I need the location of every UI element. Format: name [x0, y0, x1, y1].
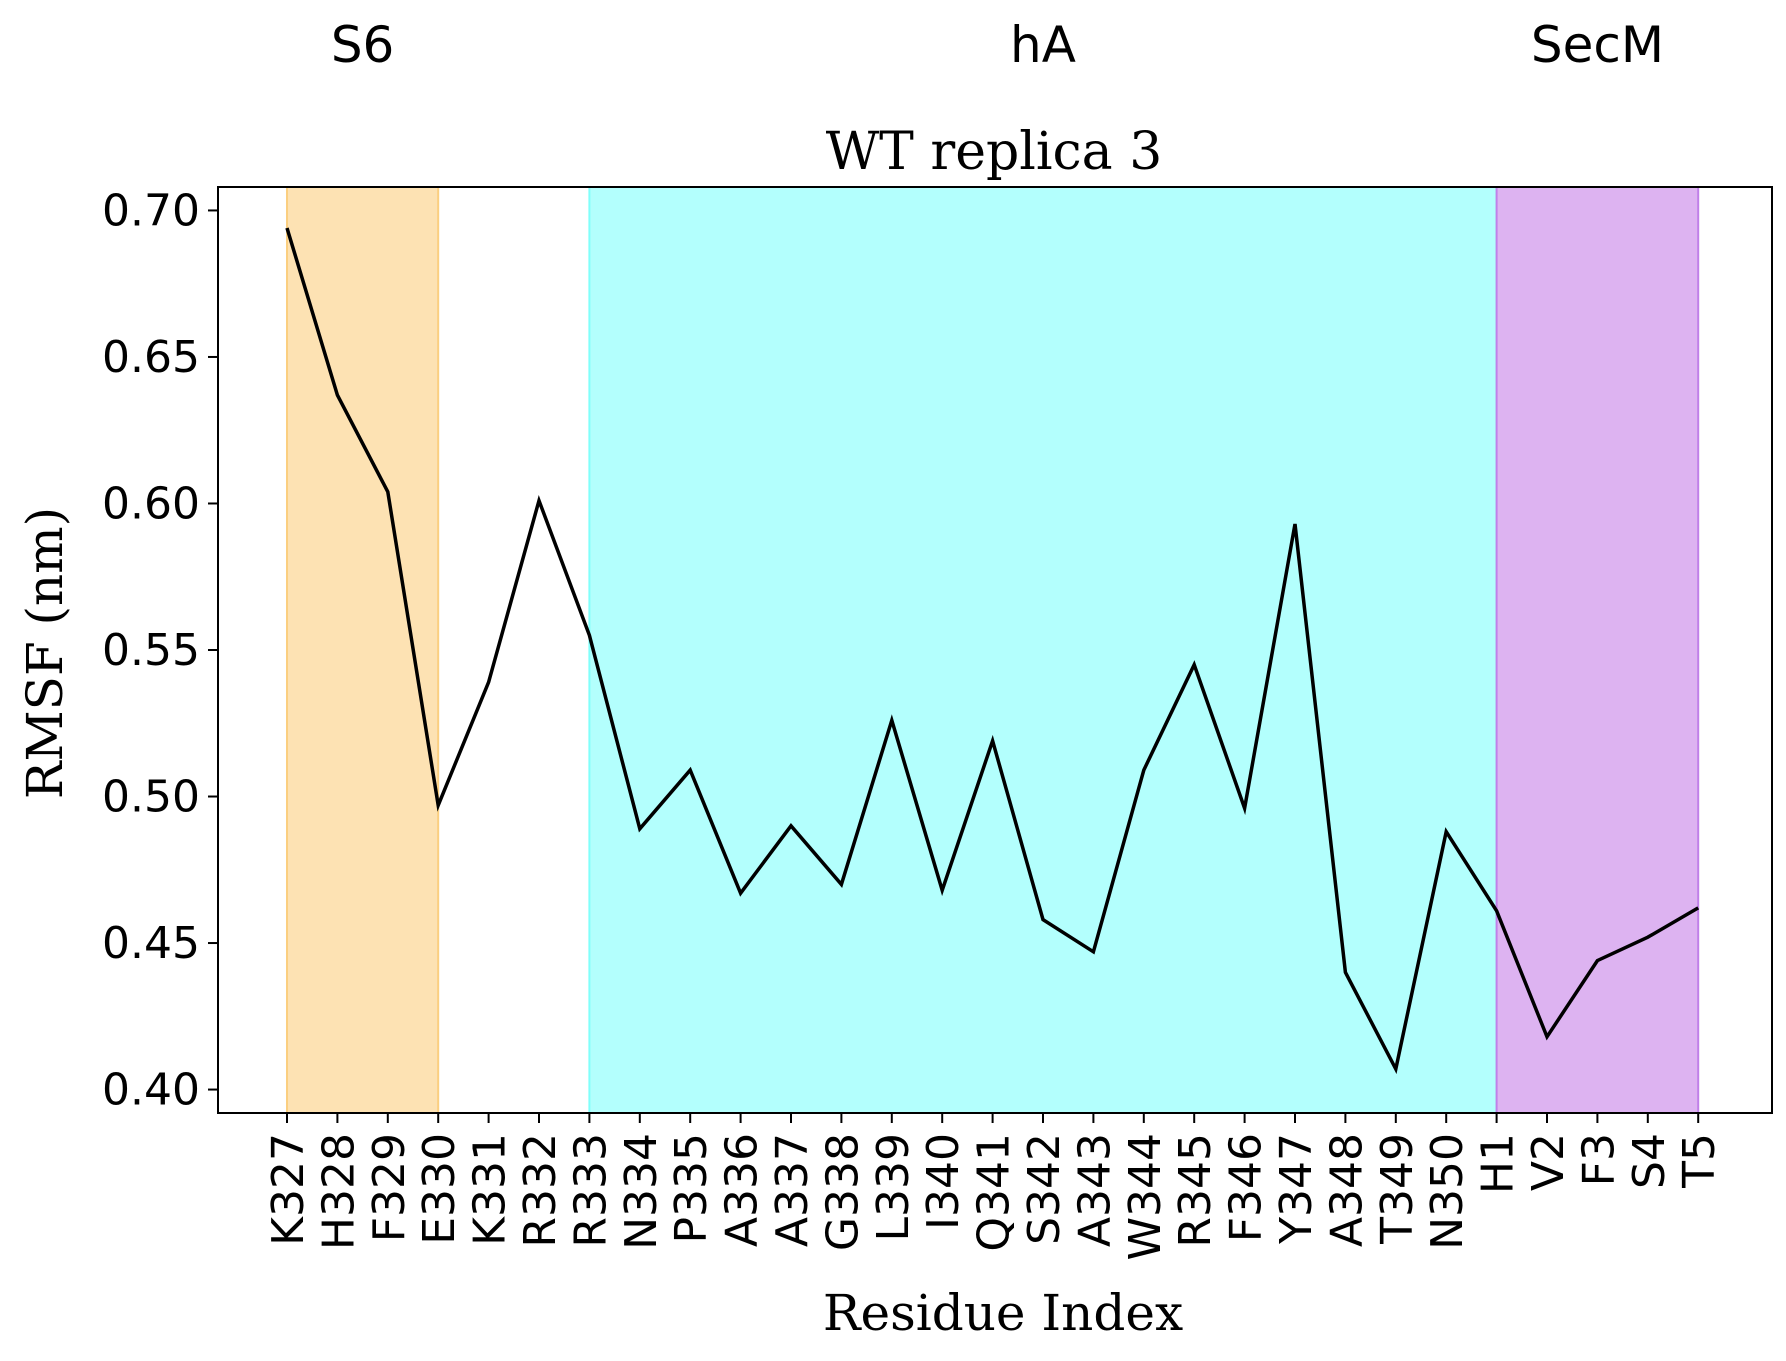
- x-tick-label: T349: [1372, 1133, 1423, 1245]
- y-axis-label: RMSF (nm): [16, 507, 74, 799]
- x-tick-label: I340: [918, 1133, 969, 1230]
- x-tick-label: A337: [767, 1133, 818, 1247]
- x-tick-label: N334: [616, 1133, 667, 1250]
- x-tick-label: K331: [465, 1133, 516, 1246]
- y-tick-label: 0.40: [102, 1065, 200, 1116]
- region-label-s6: S6: [331, 16, 395, 74]
- x-tick-label: S4: [1624, 1133, 1675, 1189]
- x-tick-label: P335: [666, 1133, 717, 1244]
- series-line: [285, 227, 1700, 1075]
- y-tick-label: 0.65: [102, 332, 200, 383]
- x-tick-label: T5: [1674, 1133, 1725, 1189]
- y-axis: 0.40 0.45 0.50 0.55 0.60 0.65 0.70: [102, 185, 218, 1116]
- region-band-secm: [1496, 187, 1699, 1113]
- highlight-regions: [286, 187, 1700, 1113]
- series-line-group: [285, 227, 1700, 1075]
- x-tick-label: E330: [414, 1133, 465, 1245]
- x-tick-label: Q341: [969, 1133, 1020, 1252]
- x-tick-label: R332: [515, 1133, 566, 1248]
- x-tick-label: F329: [364, 1133, 415, 1242]
- x-tick-label: R333: [565, 1133, 616, 1248]
- x-tick-label: N350: [1422, 1133, 1473, 1250]
- x-tick-label: V2: [1523, 1133, 1574, 1191]
- y-tick-label: 0.70: [102, 185, 200, 236]
- region-label-secm: SecM: [1531, 16, 1664, 74]
- x-axis: K327 H328 F329 E330 K331 R332 R333 N334 P335 A336…: [263, 1113, 1725, 1261]
- x-tick-label: A343: [1069, 1133, 1120, 1247]
- x-axis-label: Residue Index: [823, 1284, 1183, 1342]
- region-band-s6: [287, 187, 439, 1113]
- chart-title: WT replica 3: [826, 122, 1163, 182]
- x-tick-label: A336: [717, 1133, 768, 1247]
- x-tick-label: F3: [1573, 1133, 1624, 1186]
- region-label-ha: hA: [1010, 16, 1076, 74]
- x-tick-label: H328: [313, 1133, 364, 1250]
- y-tick-label: 0.60: [102, 478, 200, 529]
- x-tick-label: K327: [263, 1133, 314, 1246]
- y-tick-label: 0.55: [102, 625, 200, 676]
- x-tick-label: H1: [1473, 1133, 1524, 1194]
- x-tick-label: A348: [1321, 1133, 1372, 1247]
- region-labels: S6 hA SecM: [331, 16, 1664, 74]
- y-tick-label: 0.50: [102, 772, 200, 823]
- x-tick-label: F346: [1221, 1133, 1272, 1242]
- x-tick-label: W344: [1120, 1133, 1171, 1261]
- x-tick-label: L339: [868, 1133, 919, 1242]
- y-tick-label: 0.45: [102, 918, 200, 969]
- region-band-ha: [589, 187, 1497, 1113]
- x-tick-label: G338: [817, 1133, 868, 1251]
- x-tick-label: S342: [1019, 1133, 1070, 1245]
- x-tick-label: R345: [1170, 1133, 1221, 1248]
- x-tick-label: Y347: [1271, 1133, 1322, 1245]
- plot-frame: [217, 186, 1773, 1114]
